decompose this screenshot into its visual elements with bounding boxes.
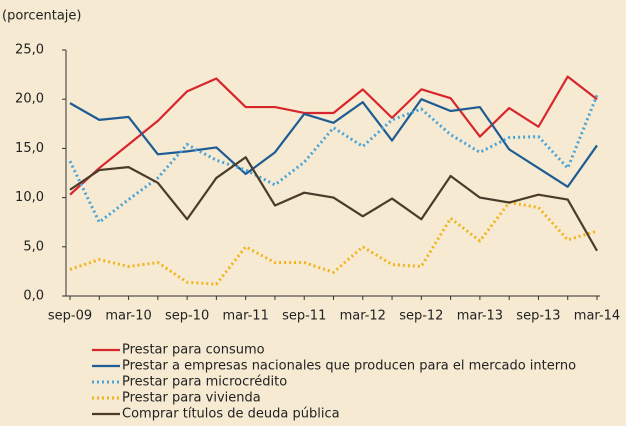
legend-label: Prestar para consumo — [122, 343, 265, 358]
y-axis-label: (porcentaje) — [2, 9, 81, 24]
x-tick-label: mar-10 — [105, 309, 151, 324]
x-tick-label: mar-13 — [457, 309, 503, 324]
series-line — [69, 75, 598, 196]
series-line — [69, 201, 598, 286]
y-tick-label: 10,0 — [15, 190, 44, 205]
y-tick-label: 25,0 — [15, 43, 44, 58]
series-line — [69, 98, 598, 188]
x-tick-label: mar-14 — [574, 309, 620, 324]
x-tick-label: sep-09 — [48, 309, 92, 324]
x-tick-label: sep-13 — [516, 309, 560, 324]
y-tick-label: 5,0 — [23, 239, 44, 254]
x-tick-label: mar-11 — [222, 309, 268, 324]
x-tick-label: sep-10 — [165, 309, 209, 324]
legend-label: Prestar a empresas nacionales que produc… — [122, 359, 576, 374]
legend-label: Prestar para vivienda — [122, 391, 261, 406]
y-tick-label: 15,0 — [15, 141, 44, 156]
y-tick-label: 20,0 — [15, 92, 44, 107]
legend-label: Comprar títulos de deuda pública — [122, 407, 340, 422]
x-tick-label: sep-12 — [399, 309, 443, 324]
series-line — [69, 156, 598, 252]
series-line — [68, 94, 599, 224]
legend-label: Prestar para microcrédito — [122, 375, 287, 390]
x-tick-label: mar-12 — [340, 309, 386, 324]
x-tick-label: sep-11 — [282, 309, 326, 324]
y-tick-label: 0,0 — [23, 289, 44, 304]
